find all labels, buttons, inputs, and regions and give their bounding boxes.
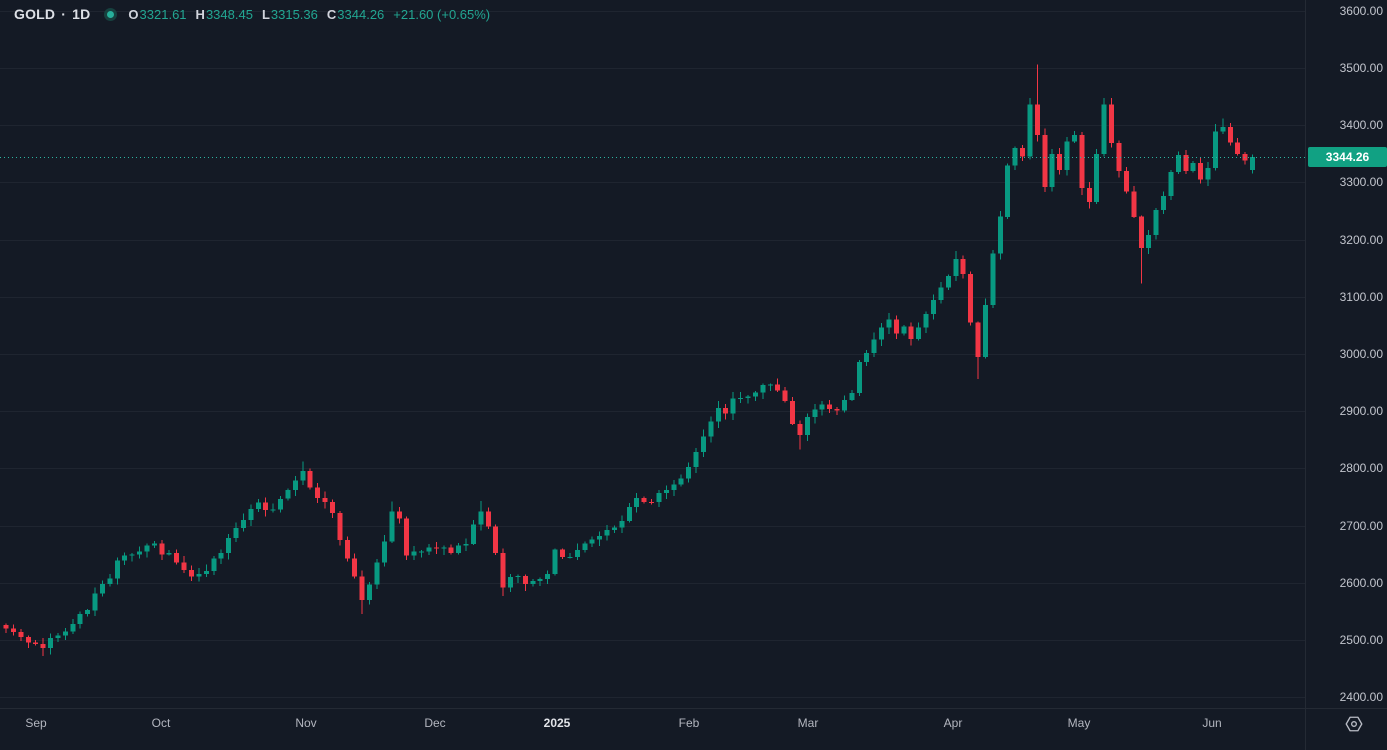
y-axis-label: 2800.00 bbox=[1339, 461, 1383, 476]
open-label: O bbox=[128, 6, 139, 22]
y-axis-label: 3300.00 bbox=[1339, 175, 1383, 190]
x-axis-month-label: Jun bbox=[1202, 716, 1222, 730]
x-axis-month-label: Sep bbox=[25, 716, 47, 730]
y-axis-label: 3600.00 bbox=[1339, 3, 1383, 18]
y-axis-label: 2900.00 bbox=[1339, 404, 1383, 419]
y-axis-label: 2600.00 bbox=[1339, 575, 1383, 590]
close-label: C bbox=[326, 6, 337, 22]
y-axis-label: 3500.00 bbox=[1339, 61, 1383, 76]
y-axis-label: 2400.00 bbox=[1339, 690, 1383, 705]
scale-corner bbox=[1305, 708, 1387, 750]
x-axis-month-label: Apr bbox=[943, 716, 963, 730]
time-scale[interactable]: Sep Oct Nov Dec 2025 Feb Mar Apr May Jun bbox=[0, 708, 1305, 750]
change-value: +21.60 (+0.65%) bbox=[393, 6, 491, 22]
low-label: L bbox=[261, 6, 270, 22]
symbol-title[interactable]: GOLD · 1D bbox=[14, 6, 90, 22]
y-axis-label: 3000.00 bbox=[1339, 347, 1383, 361]
high-value: 3348.45 bbox=[205, 6, 253, 22]
chart-legend: GOLD · 1D O 3321.61 H 3348.45 L 3315.36 … bbox=[14, 5, 490, 23]
timeframe-label: 1D bbox=[72, 6, 91, 22]
y-axis-label: 3200.00 bbox=[1339, 232, 1383, 247]
open-value: 3321.61 bbox=[139, 6, 187, 22]
y-axis-label: 3400.00 bbox=[1339, 118, 1383, 133]
close-value: 3344.26 bbox=[337, 6, 385, 22]
x-axis-month-label: Feb bbox=[678, 716, 700, 730]
x-axis-month-label: Mar bbox=[797, 716, 819, 730]
scale-settings-icon[interactable] bbox=[1344, 714, 1364, 734]
y-axis-label: 3100.00 bbox=[1339, 289, 1383, 304]
candlestick-chart[interactable] bbox=[0, 0, 1305, 708]
current-price-badge: 3344.26 bbox=[1308, 147, 1387, 167]
high-label: H bbox=[195, 6, 205, 22]
title-separator: · bbox=[61, 6, 67, 22]
y-axis-label: 2500.00 bbox=[1339, 632, 1383, 647]
symbol-name: GOLD bbox=[14, 6, 56, 22]
x-axis-month-label: Nov bbox=[295, 716, 317, 730]
low-value: 3315.36 bbox=[270, 6, 318, 22]
x-axis-month-label: May bbox=[1067, 716, 1091, 730]
price-scale[interactable]: 3344.26 3600.00 3500.00 3400.00 3300.00 3200… bbox=[1305, 0, 1387, 708]
x-axis-month-label: Dec bbox=[424, 716, 446, 730]
x-axis-month-label: Oct bbox=[151, 716, 171, 730]
chart-area[interactable] bbox=[0, 0, 1305, 708]
y-axis-label: 2700.00 bbox=[1339, 518, 1383, 533]
market-status-icon[interactable] bbox=[107, 10, 115, 18]
x-axis-year-label: 2025 bbox=[543, 716, 571, 730]
ohlc-values: O 3321.61 H 3348.45 L 3315.36 C 3344.26 … bbox=[128, 7, 490, 22]
